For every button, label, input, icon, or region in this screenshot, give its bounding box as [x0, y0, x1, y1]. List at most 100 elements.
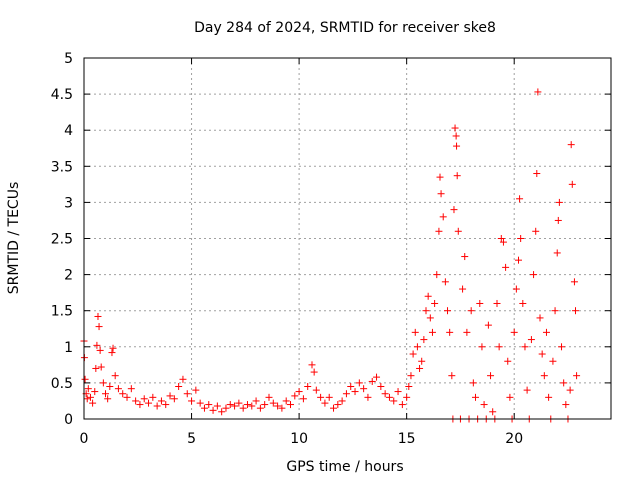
data-point: [517, 235, 525, 242]
data-point: [84, 385, 92, 393]
data-point: [533, 170, 541, 178]
data-point: [83, 395, 91, 403]
data-point: [157, 397, 165, 405]
data-point: [183, 390, 191, 398]
data-point: [451, 124, 459, 132]
data-point: [413, 343, 421, 351]
data-point: [416, 364, 424, 372]
data-point: [521, 343, 529, 351]
data-point: [545, 393, 553, 401]
data-point: [170, 395, 178, 403]
data-point: [512, 285, 520, 293]
x-tick-label: 5: [187, 431, 196, 447]
data-point: [106, 383, 114, 391]
data-point: [433, 271, 441, 279]
data-point: [123, 393, 131, 401]
data-point: [484, 321, 492, 329]
y-tick-label: 4.5: [51, 87, 73, 103]
data-point: [132, 397, 140, 405]
data-point: [489, 408, 497, 416]
data-point: [222, 404, 230, 412]
data-point: [542, 328, 550, 336]
data-point: [568, 180, 576, 188]
data-point: [200, 404, 208, 412]
data-point: [295, 388, 303, 396]
data-point: [553, 249, 561, 257]
data-point: [310, 368, 318, 376]
data-point: [506, 393, 514, 401]
y-tick-label: 5: [64, 51, 73, 67]
data-point: [308, 361, 316, 369]
x-axis-label: GPS time / hours: [286, 459, 403, 475]
data-point: [453, 172, 461, 180]
data-point: [454, 227, 462, 235]
y-axis-label: SRMTID / TECUs: [6, 182, 22, 295]
data-point: [555, 198, 563, 206]
y-tick-label: 2: [64, 268, 73, 284]
data-point: [304, 383, 312, 391]
data-point: [347, 383, 355, 391]
data-point: [265, 393, 273, 401]
data-point: [478, 343, 486, 351]
y-tick-label: 0.5: [51, 376, 73, 392]
y-tick-label: 0: [64, 412, 73, 428]
data-point: [453, 142, 461, 150]
data-point: [86, 393, 94, 401]
data-point: [243, 401, 251, 409]
data-point: [119, 390, 127, 398]
data-point: [127, 385, 135, 393]
data-point: [540, 372, 548, 380]
y-tick-label: 1: [64, 340, 73, 356]
data-point: [149, 393, 157, 401]
data-point: [218, 408, 226, 416]
data-point: [534, 88, 542, 96]
data-point: [467, 307, 475, 315]
data-point: [409, 350, 417, 358]
data-point: [274, 402, 282, 410]
data-point: [136, 401, 144, 409]
data-point: [469, 379, 477, 387]
data-point: [411, 328, 419, 336]
data-point: [562, 401, 570, 409]
data-point: [435, 227, 443, 235]
data-point: [422, 307, 430, 315]
data-point: [502, 263, 510, 271]
data-point: [95, 323, 103, 331]
data-points: [80, 88, 581, 423]
data-point: [94, 312, 102, 320]
data-point: [81, 375, 89, 383]
data-point: [566, 386, 574, 394]
data-point: [99, 379, 107, 387]
data-point: [439, 213, 447, 221]
data-point: [248, 402, 256, 410]
x-tick-label: 10: [290, 431, 308, 447]
data-point: [286, 401, 294, 409]
y-tick-label: 1.5: [51, 304, 73, 320]
data-point: [567, 141, 575, 149]
data-point: [480, 401, 488, 409]
data-point: [299, 395, 307, 403]
data-point: [140, 395, 148, 403]
data-point: [342, 390, 350, 398]
data-point: [530, 271, 538, 279]
x-tick-label: 20: [505, 431, 523, 447]
data-point: [538, 350, 546, 358]
data-point: [452, 132, 460, 140]
data-point: [519, 299, 527, 307]
data-point: [312, 386, 320, 394]
data-point: [554, 216, 562, 224]
y-tick-label: 3: [64, 195, 73, 211]
data-point: [459, 285, 467, 293]
data-point: [92, 364, 100, 372]
data-point: [558, 343, 566, 351]
data-point: [471, 393, 479, 401]
plot-frame: [83, 57, 612, 420]
data-point: [278, 404, 286, 412]
data-point: [570, 278, 578, 286]
data-point: [377, 383, 385, 391]
data-point: [390, 397, 398, 405]
data-point: [317, 393, 325, 401]
data-point: [551, 307, 559, 315]
data-point: [398, 401, 406, 409]
data-point: [431, 299, 439, 307]
